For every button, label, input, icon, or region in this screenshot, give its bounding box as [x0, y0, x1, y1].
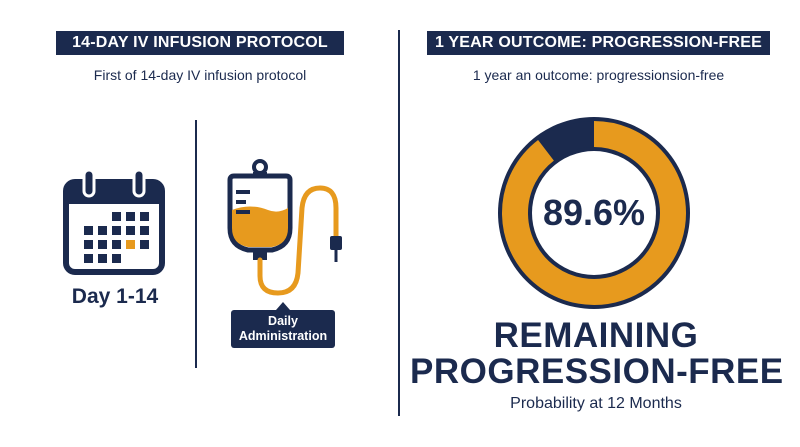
caption-probability: Probability at 12 Months [510, 395, 682, 412]
inner-divider [195, 120, 197, 368]
donut-value: 89.6% [542, 192, 646, 233]
protocol-subtitle: First of 14-day IV infusion protocol [93, 67, 307, 83]
caption-progression-free: PROGRESSION-FREE [410, 352, 784, 391]
day-range-label: Day 1-14 [71, 285, 159, 308]
progression-free-donut [498, 117, 690, 309]
outcome-banner: 1 YEAR OUTCOME: PROGRESSION-FREE [427, 31, 770, 55]
donut-center [532, 151, 656, 275]
admin-label-line1: Daily [268, 314, 298, 328]
admin-label-pointer [276, 302, 290, 310]
caption-remaining: REMAINING [493, 316, 699, 355]
main-divider [398, 30, 400, 416]
donut-progress-arc [502, 121, 686, 305]
iv-bag-icon [227, 159, 342, 296]
daily-administration-label: Daily Administration [231, 310, 335, 348]
admin-label-line2: Administration [238, 329, 328, 343]
protocol-banner: 14-DAY IV INFUSION PROTOCOL [56, 31, 344, 55]
calendar-icon [63, 168, 165, 275]
outcome-subtitle: 1 year an outcome: progressionsion-free [472, 67, 725, 83]
